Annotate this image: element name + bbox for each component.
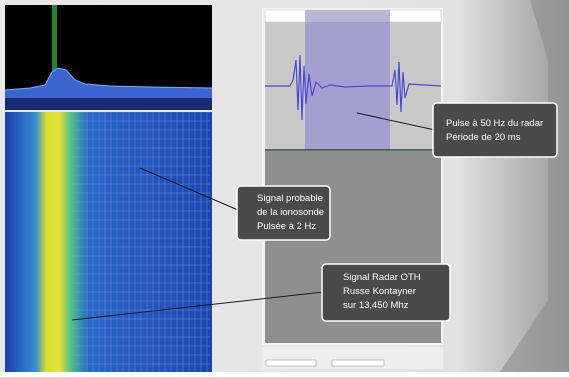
callout: Signal Radar OTH Russe Kontayner sur 13,…: [322, 264, 450, 321]
spectrum-panel: [5, 5, 212, 372]
callout-line: Signal probable: [257, 193, 323, 204]
callout-line: sur 13,450 Mhz: [343, 300, 409, 311]
callout: Pulse à 50 Hz du radar Période de 20 ms: [433, 103, 557, 157]
callout-line: Période de 20 ms: [446, 132, 521, 143]
callout-line: de la ionosonde: [257, 207, 324, 218]
callout-line: Russe Kontayner: [343, 286, 416, 297]
figure: Pulse à 50 Hz du radar Période de 20 ms …: [0, 0, 569, 372]
callout-line: Signal Radar OTH: [343, 272, 421, 283]
callout: Signal probable de la ionosonde Pulsée à…: [237, 186, 330, 240]
callout-line: Pulse à 50 Hz du radar: [446, 118, 543, 129]
callout-line: Pulsée à 2 Hz: [257, 221, 316, 232]
